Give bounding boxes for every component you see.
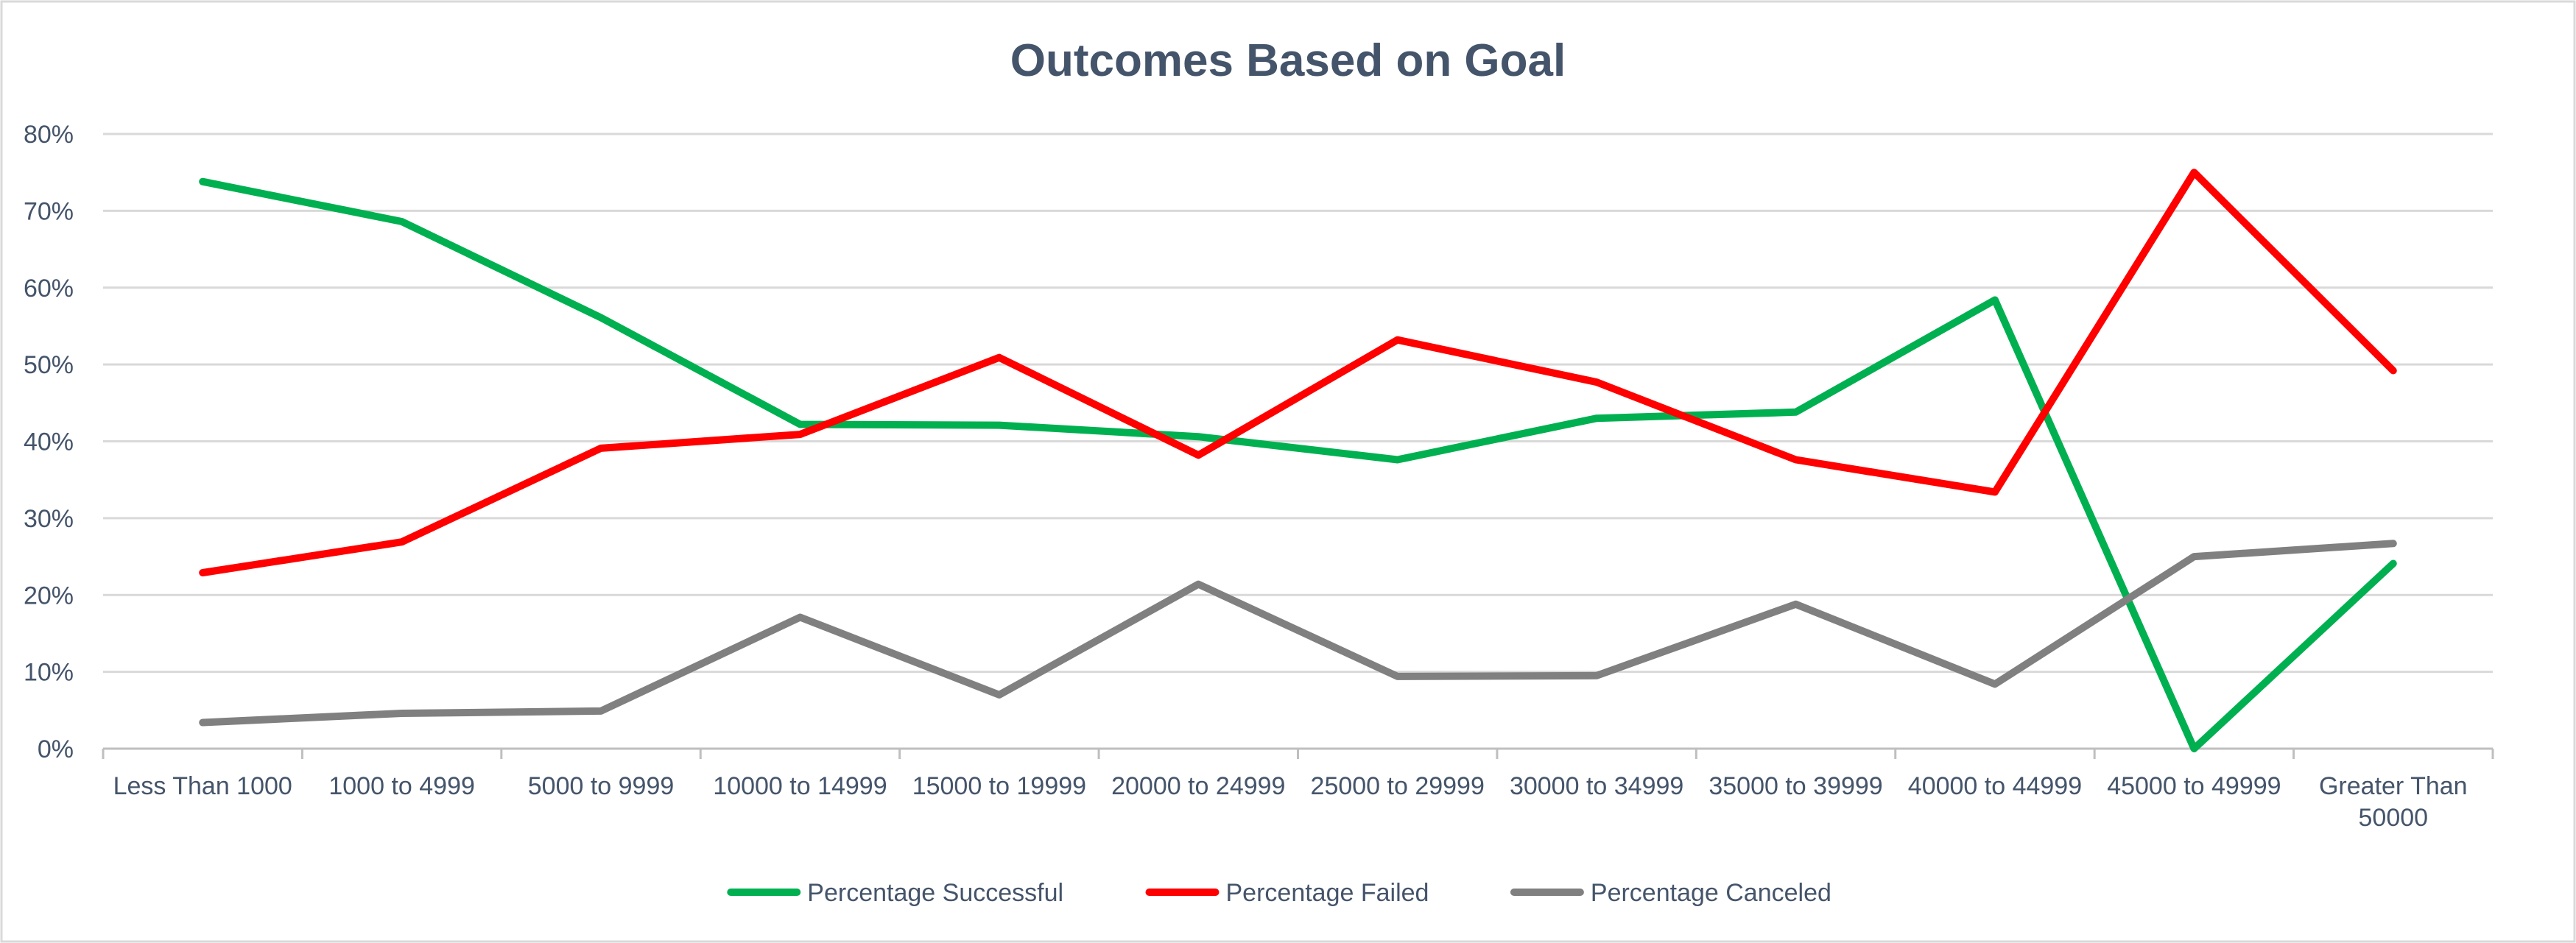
x-tick-label: 15000 to 19999 [912,772,1086,800]
legend-label: Percentage Canceled [1591,879,1831,907]
y-axis: 0% 10% 20% 30% 40% 50% 60% 70% 80% [24,121,74,763]
chart-title: Outcomes Based on Goal [1010,35,1566,86]
legend-label: Percentage Successful [807,879,1063,907]
y-tick-label: 70% [24,197,74,225]
x-tick-label: 35000 to 39999 [1708,772,1882,800]
y-tick-label: 50% [24,351,74,379]
y-tick-label: 10% [24,659,74,687]
series-line-percentage-successful [199,177,2397,752]
x-tick-label: 25000 to 29999 [1311,772,1485,800]
y-tick-label: 20% [24,582,74,610]
y-tick-label: 0% [38,735,74,763]
y-tick-label: 30% [24,505,74,533]
y-tick-label: 80% [24,121,74,149]
x-tick-label: 10000 to 14999 [713,772,887,800]
series-lines [199,169,2397,752]
legend-item: Percentage Failed [1145,879,1429,907]
x-tick-label: 30000 to 34999 [1510,772,1683,800]
x-tick-label: 40000 to 44999 [1908,772,2082,800]
x-tick-label: 1000 to 4999 [328,772,475,800]
legend: Percentage Successful Percentage Failed Pe… [727,879,1831,907]
y-tick-label: 60% [24,275,74,303]
series-line-percentage-canceled [199,540,2397,727]
x-tick-label: 5000 to 9999 [528,772,675,800]
y-tick-label: 40% [24,428,74,456]
x-axis: Less Than 1000 1000 to 4999 5000 to 9999 10… [102,747,2494,832]
x-tick-label: 45000 to 49999 [2107,772,2281,800]
legend-item: Percentage Successful [727,879,1063,907]
x-tick-label: Less Than 1000 [113,772,292,800]
gridlines [103,133,2493,674]
series-line-percentage-failed [199,169,2397,576]
legend-label: Percentage Failed [1226,879,1429,907]
x-tick-label: Greater Than 50000 [2319,772,2468,832]
legend-item: Percentage Canceled [1510,879,1831,907]
x-tick-label: 20000 to 24999 [1111,772,1285,800]
